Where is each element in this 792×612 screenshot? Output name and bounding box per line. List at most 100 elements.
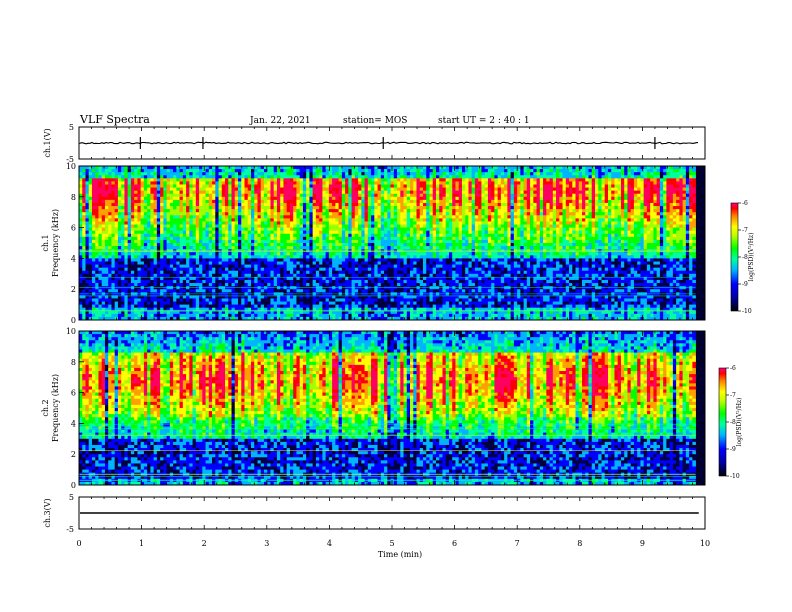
spectrogram-cell [124,265,128,268]
spectrogram-cell [319,298,323,301]
spectrogram-cell [183,172,187,175]
spectrogram-cell [209,184,213,187]
spectrogram-cell [251,228,255,231]
spectrogram-cell [102,249,106,252]
spectrogram-cell [124,271,128,274]
spectrogram-cell [160,218,164,221]
spectrogram-cell [361,175,365,178]
spectrogram-cell [245,234,249,237]
spectrogram-cell [251,212,255,215]
spectrogram-cell [167,268,171,271]
spectrogram-cell [170,181,174,184]
spectrogram-cell [154,314,158,317]
spectrogram-cell [306,200,310,203]
spectrogram-cell [374,203,378,206]
spectrogram-cell [248,289,252,292]
spectrogram-cell [270,221,274,224]
spectrogram-cell [206,246,210,249]
spectrogram-cell [141,206,145,209]
spectrogram-cell [121,265,125,268]
spectrogram-cell [105,169,109,172]
spectrogram-cell [391,197,395,200]
spectrogram-cell [352,305,356,308]
spectrogram-cell [128,225,132,228]
spectrogram-cell [261,175,265,178]
spectrogram-cell [196,286,200,289]
spectrogram-cell [270,194,274,197]
spectrogram-cell [342,311,346,314]
spectrogram-cell [251,234,255,237]
spectrogram-cell [137,302,141,305]
spectrogram-cell [102,258,106,261]
spectrogram-cell [267,221,271,224]
spectrogram-cell [261,184,265,187]
spectrogram-cell [98,228,102,231]
spectrogram-cell [384,200,388,203]
spectrogram-cell [368,283,372,286]
spectrogram-cell [225,271,229,274]
spectrogram-cell [387,197,391,200]
spectrogram-cell [303,175,307,178]
spectrogram-cell [326,240,330,243]
spectrogram-cell [193,271,197,274]
spectrogram-cell [92,249,96,252]
spectrogram-cell [358,289,362,292]
spectrogram-cell [274,268,278,271]
spectrogram-cell [131,181,135,184]
spectrogram-cell [118,305,122,308]
spectrogram-cell [254,252,258,255]
spectrogram-cell [206,181,210,184]
spectrogram-cell [368,271,372,274]
spectrogram-cell [144,221,148,224]
spectrogram-cell [108,265,112,268]
spectrogram-cell [264,271,268,274]
spectrogram-cell [163,234,167,237]
spectrogram-cell [141,178,145,181]
spectrogram-cell [128,218,132,221]
spectrogram-cell [296,197,300,200]
spectrogram-cell [215,283,219,286]
spectrogram-cell [115,169,119,172]
spectrogram-cell [257,166,261,169]
spectrogram-cell [183,240,187,243]
spectrogram-cell [199,184,203,187]
spectrogram-cell [371,225,375,228]
spectrogram-cell [293,184,297,187]
spectrogram-cell [215,172,219,175]
spectrogram-cell [167,166,171,169]
spectrogram-cell [309,314,313,317]
spectrogram-cell [134,261,138,264]
spectrogram-cell [212,314,216,317]
spectrogram-cell [332,298,336,301]
spectrogram-cell [378,280,382,283]
spectrogram-cell [202,231,206,234]
spectrogram-cell [322,215,326,218]
spectrogram-cell [141,246,145,249]
spectrogram-cell [232,249,236,252]
spectrogram-cell [381,203,385,206]
spectrogram-cell [85,237,89,240]
spectrogram-cell [173,225,177,228]
spectrogram-cell [173,191,177,194]
spectrogram-cell [355,166,359,169]
spectrogram-cell [176,240,180,243]
spectrogram-cell [387,234,391,237]
spectrogram-cell [345,255,349,258]
spectrogram-cell [115,234,119,237]
spectrogram-cell [290,221,294,224]
spectrogram-cell [160,178,164,181]
spectrogram-cell [352,274,356,277]
spectrogram-cell [316,271,320,274]
spectrogram-cell [167,302,171,305]
spectrogram-cell [150,249,154,252]
spectrogram-cell [365,302,369,305]
spectrogram-cell [290,268,294,271]
spectrogram-cell [342,234,346,237]
spectrogram-cell [95,255,99,258]
spectrogram-cell [160,305,164,308]
spectrogram-cell [283,305,287,308]
spectrogram-cell [378,261,382,264]
spectrogram-cell [147,280,151,283]
spectrogram-cell [238,271,242,274]
spectrogram-cell [124,197,128,200]
